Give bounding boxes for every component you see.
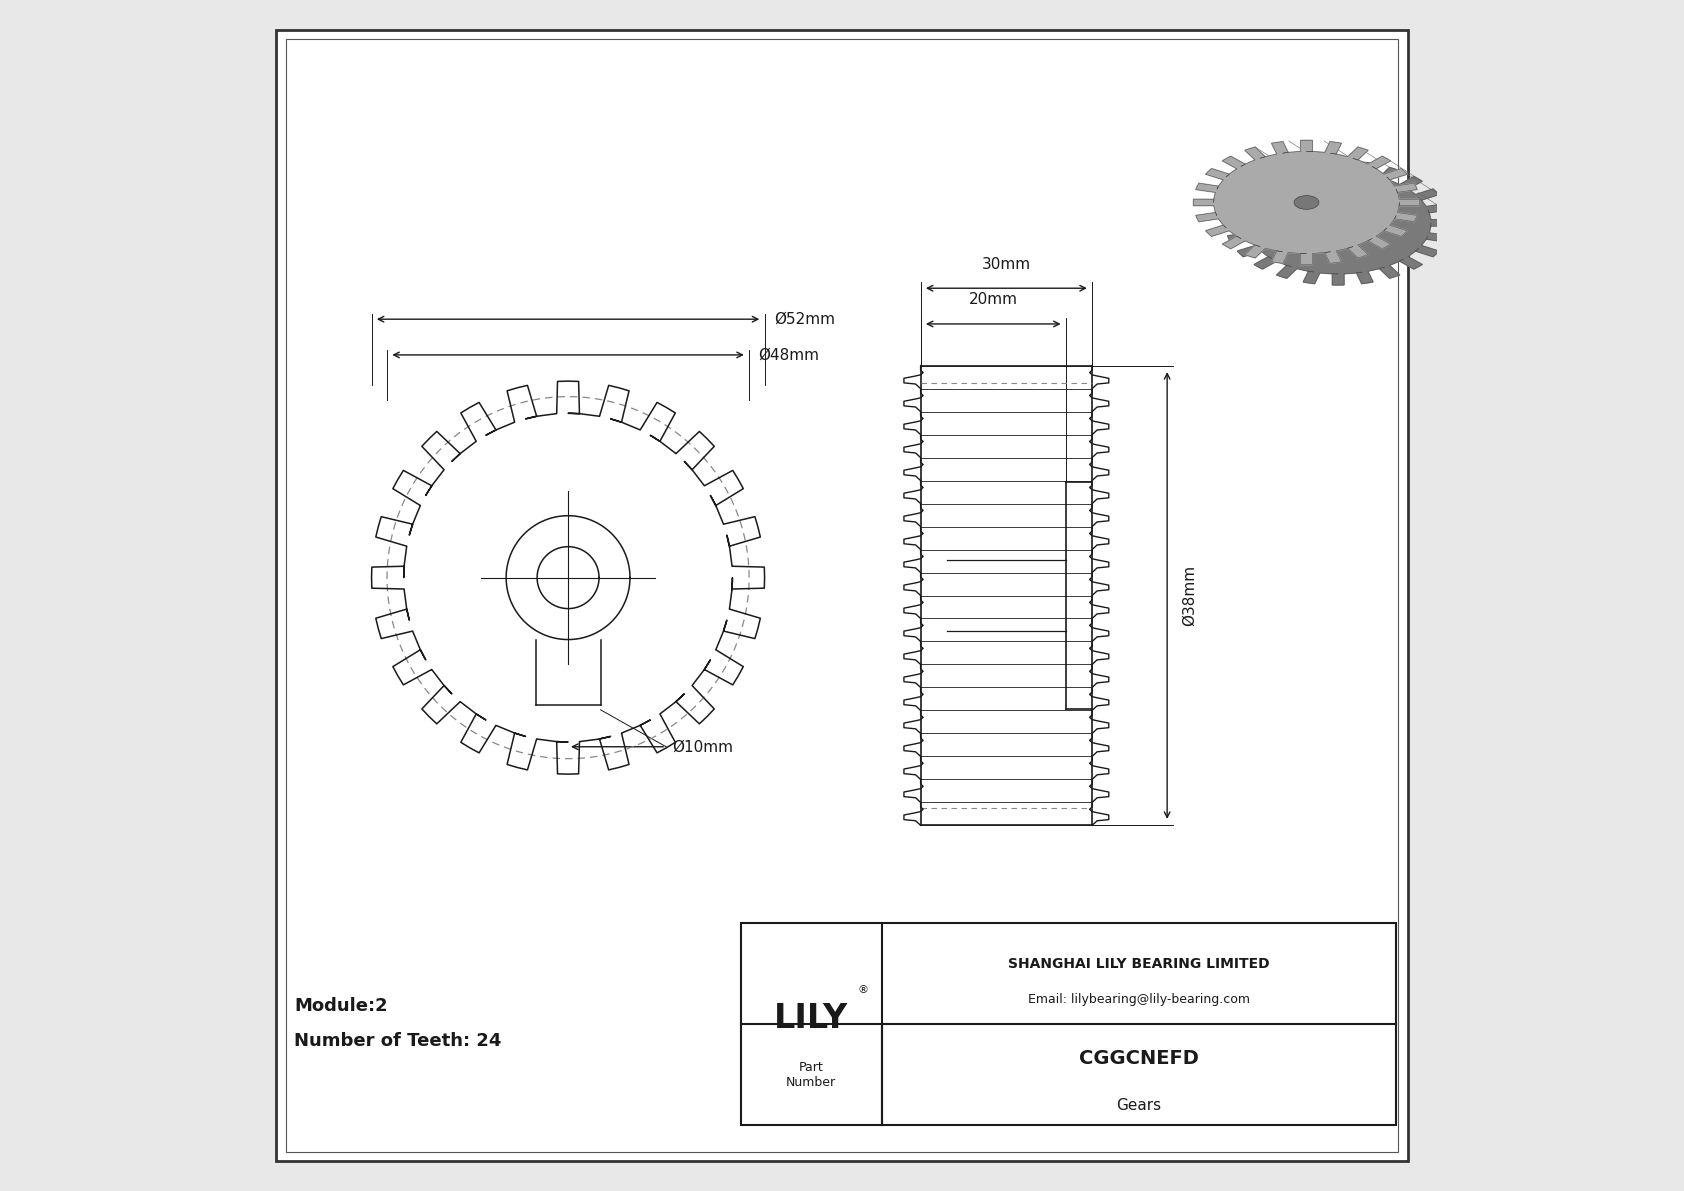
Text: SHANGHAI LILY BEARING LIMITED: SHANGHAI LILY BEARING LIMITED: [1009, 956, 1270, 971]
Text: LILY: LILY: [775, 1002, 849, 1035]
Text: Email: lilybearing@lily-bearing.com: Email: lilybearing@lily-bearing.com: [1027, 993, 1250, 1006]
Polygon shape: [1194, 141, 1420, 264]
Text: Gears: Gears: [1116, 1098, 1162, 1112]
Ellipse shape: [1293, 195, 1319, 210]
Polygon shape: [1224, 161, 1452, 285]
Bar: [741, 923, 1396, 1125]
Text: Ø52mm: Ø52mm: [775, 312, 835, 326]
Text: 20mm: 20mm: [968, 292, 1017, 307]
Text: Module:2: Module:2: [295, 997, 387, 1015]
Text: Ø48mm: Ø48mm: [758, 348, 820, 362]
Text: CGGCNEFD: CGGCNEFD: [1079, 1049, 1199, 1068]
Text: Ø38mm: Ø38mm: [1182, 565, 1196, 626]
Text: 30mm: 30mm: [982, 256, 1031, 272]
Text: Part
Number: Part Number: [786, 1061, 837, 1089]
Text: ®: ®: [857, 985, 867, 994]
Text: Number of Teeth: 24: Number of Teeth: 24: [295, 1033, 502, 1050]
Text: Ø10mm: Ø10mm: [672, 740, 733, 754]
